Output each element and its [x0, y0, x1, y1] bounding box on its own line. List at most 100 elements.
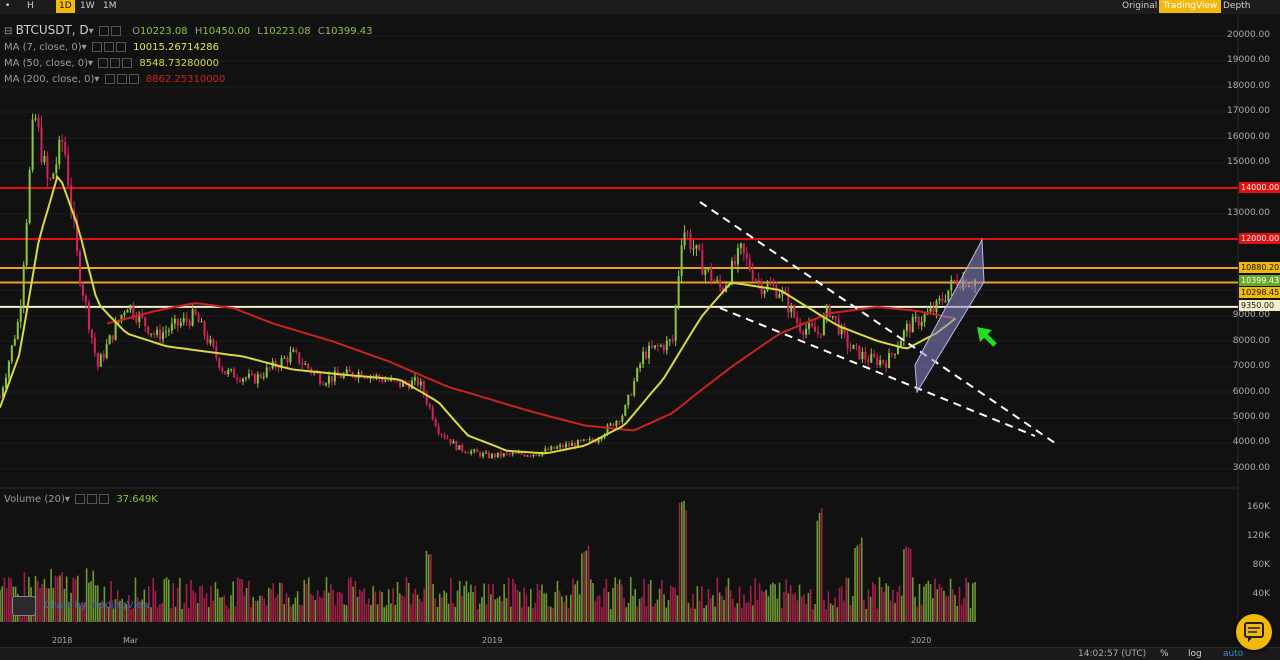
candle-body — [591, 438, 594, 442]
volume-bar — [441, 597, 443, 622]
volume-bar — [567, 608, 570, 622]
candle-body — [633, 381, 636, 396]
timeframe-1w-button[interactable]: 1W — [80, 1, 95, 11]
candle-body — [932, 307, 935, 312]
candle-body — [674, 305, 677, 341]
volume-bar — [345, 605, 348, 622]
price-chart[interactable] — [0, 14, 1280, 659]
candle-body — [43, 155, 46, 163]
ma-200-label[interactable]: MA (200, close, 0) — [4, 74, 95, 85]
volume-bar — [754, 578, 756, 622]
ma-50-label[interactable]: MA (50, close, 0) — [4, 58, 89, 69]
view-original-button[interactable]: Original — [1122, 1, 1158, 11]
candle-body — [544, 448, 547, 452]
settings-icon[interactable] — [98, 26, 109, 36]
candle-body — [520, 452, 523, 455]
volume-bar — [552, 608, 554, 622]
volume-bar — [858, 543, 861, 622]
candle-body — [733, 260, 736, 265]
volume-bar — [352, 586, 354, 622]
volume-bar — [581, 553, 583, 622]
chevron-down-icon[interactable]: ▾ — [81, 42, 87, 53]
settings-icon[interactable] — [116, 74, 127, 84]
price-tick: 9000.00 — [1232, 310, 1270, 320]
price-tag-12000: 12000.00 — [1239, 233, 1280, 244]
candle-body — [867, 359, 870, 363]
volume-bar — [510, 606, 512, 622]
eye-icon[interactable] — [98, 58, 109, 68]
candle-body — [754, 279, 757, 281]
candle-body — [58, 139, 61, 165]
percent-toggle[interactable]: % — [1160, 649, 1169, 659]
volume-bar — [472, 592, 474, 622]
timeframe-1m-button[interactable]: 1M — [103, 1, 117, 11]
volume-label[interactable]: Volume (20) — [4, 494, 65, 505]
log-toggle[interactable]: log — [1188, 649, 1202, 659]
settings-icon[interactable] — [103, 42, 114, 52]
volume-bar — [90, 581, 92, 622]
volume-bar — [963, 597, 965, 622]
symbol-label[interactable]: BTCUSDT, D — [15, 23, 89, 37]
candle-body — [31, 119, 34, 171]
volume-bar — [183, 603, 186, 622]
volume-bar — [243, 595, 246, 622]
volume-bar — [780, 608, 783, 622]
volume-bar — [423, 588, 426, 622]
close-icon[interactable] — [115, 42, 126, 52]
eye-icon[interactable] — [104, 74, 115, 84]
timeframe-hour-button[interactable]: H — [27, 1, 34, 11]
timeframe-1d-button[interactable]: 1D — [56, 0, 75, 13]
volume-bar — [932, 598, 934, 622]
view-tradingview-button[interactable]: TradingView — [1159, 0, 1222, 13]
candle-body — [221, 367, 224, 372]
candle-body — [594, 441, 597, 443]
volume-bar — [765, 589, 768, 622]
volume-bar — [350, 577, 352, 622]
volume-bar — [454, 606, 457, 622]
volume-bar — [336, 592, 339, 622]
close-icon[interactable] — [128, 74, 139, 84]
time-tick: 2020 — [911, 636, 932, 645]
timeframe-time-button[interactable]: • — [5, 1, 11, 11]
volume-bar — [205, 593, 208, 622]
volume-bar — [943, 590, 945, 622]
settings-icon[interactable] — [110, 58, 121, 68]
volume-bar — [88, 582, 90, 622]
view-depth-button[interactable]: Depth — [1223, 1, 1251, 11]
candle-body — [642, 351, 645, 365]
chat-button[interactable] — [1236, 614, 1272, 650]
volume-bar — [105, 605, 108, 622]
settings-icon[interactable] — [87, 494, 98, 504]
candle-body — [695, 244, 698, 249]
symbol-legend: ⊟ BTCUSDT, D▾ O10223.08 H10450.00 L10223… — [4, 24, 372, 38]
candle-body — [825, 305, 828, 317]
volume-bar — [358, 589, 361, 622]
chevron-down-icon[interactable]: ▾ — [88, 58, 94, 69]
chevron-down-icon[interactable]: ▾ — [88, 26, 94, 37]
collapse-icon[interactable]: ⊟ — [4, 26, 13, 37]
ma-7-label[interactable]: MA (7, close, 0) — [4, 42, 82, 53]
candle-body — [363, 377, 366, 379]
chevron-down-icon[interactable]: ▾ — [94, 74, 100, 85]
price-tick: 20000.00 — [1227, 30, 1270, 40]
price-tick: 18000.00 — [1227, 81, 1270, 91]
volume-bar — [703, 608, 705, 622]
eye-icon[interactable] — [91, 42, 102, 52]
candle-body — [917, 316, 920, 326]
settings-icon[interactable] — [110, 26, 121, 36]
chevron-down-icon[interactable]: ▾ — [64, 494, 70, 505]
volume-bar — [110, 580, 112, 622]
candle-body — [485, 452, 488, 454]
close-icon[interactable] — [99, 494, 110, 504]
candle-body — [342, 373, 345, 379]
candle-body — [164, 331, 167, 333]
volume-bar — [174, 606, 177, 622]
candle-body — [188, 321, 191, 326]
volume-bar — [270, 589, 272, 622]
eye-icon[interactable] — [75, 494, 86, 504]
auto-toggle[interactable]: auto — [1223, 649, 1244, 659]
close-icon[interactable] — [122, 58, 133, 68]
volume-bar — [319, 596, 321, 622]
volume-bar — [894, 603, 896, 622]
volume-bar — [909, 548, 912, 622]
